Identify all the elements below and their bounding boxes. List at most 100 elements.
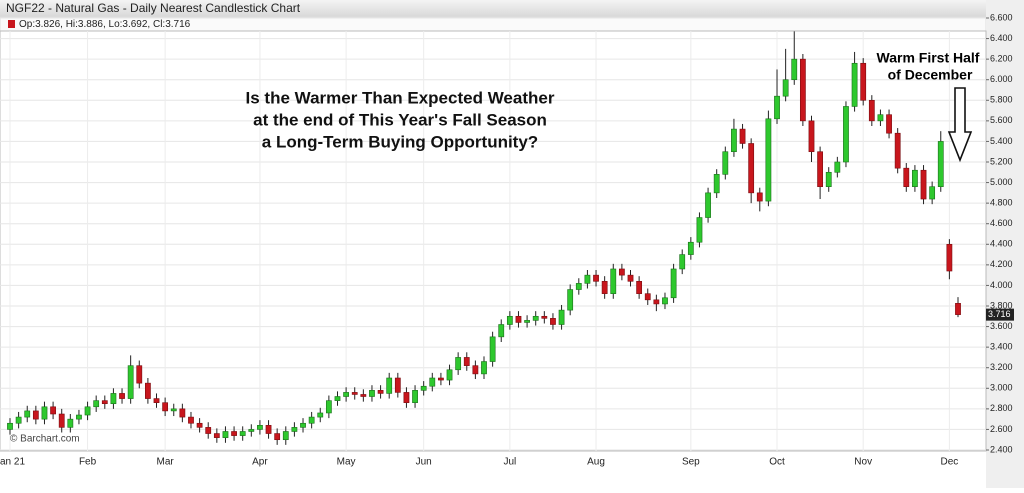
- candle-body: [791, 58, 798, 81]
- legend-swatch: [8, 20, 15, 28]
- y-tick-label: 4.200: [990, 259, 1013, 269]
- y-axis-panel: [986, 0, 1024, 488]
- candle-body: [334, 396, 341, 401]
- x-tick-label: Nov: [854, 457, 872, 468]
- candle-body: [627, 274, 634, 282]
- candle-body: [153, 398, 160, 403]
- candle-body: [50, 406, 56, 415]
- candle-body: [774, 95, 780, 120]
- candle-body: [825, 171, 832, 187]
- annotation-line: Is the Warmer Than Expected Weather: [246, 88, 555, 107]
- candle-body: [222, 431, 229, 438]
- y-tick-label: 3.600: [990, 321, 1013, 331]
- candle-body: [799, 58, 806, 122]
- candle-body: [506, 315, 513, 325]
- source: © Barchart.com: [10, 434, 80, 445]
- candle-body: [903, 167, 910, 187]
- candle-body: [619, 268, 625, 276]
- candle-body: [308, 416, 315, 424]
- candle-body: [15, 416, 22, 424]
- y-tick-label: 5.200: [990, 156, 1013, 166]
- candle-body: [145, 382, 151, 399]
- candle-body: [662, 297, 668, 305]
- candle-body: [894, 132, 901, 169]
- y-tick-label: 5.000: [990, 177, 1013, 187]
- candle-body: [739, 128, 746, 144]
- candle-body: [687, 241, 694, 255]
- candle-body: [317, 412, 324, 418]
- y-tick-label: 4.800: [990, 198, 1013, 208]
- last-price-label: 3.716: [988, 309, 1011, 319]
- candle-body: [567, 289, 574, 311]
- candle-body: [756, 192, 763, 202]
- candle-body: [7, 422, 13, 430]
- legend-text: Op:3.826, Hi:3.886, Lo:3.692, Cl:3.716: [19, 19, 191, 30]
- chart-title: NGF22 - Natural Gas - Daily Nearest Cand…: [6, 1, 301, 15]
- candle-body: [231, 431, 237, 436]
- candle-body: [851, 62, 858, 107]
- y-tick-label: 3.800: [990, 300, 1013, 310]
- candle-body: [653, 299, 660, 305]
- candle-body: [748, 143, 755, 194]
- candle-body: [498, 324, 505, 338]
- candle-body: [722, 151, 729, 175]
- annotation-line: a Long-Term Buying Opportunity?: [262, 132, 538, 151]
- candle-body: [179, 408, 186, 418]
- candle-body: [920, 169, 927, 200]
- candle-body: [860, 62, 867, 101]
- candle-body: [84, 406, 91, 416]
- candle-body: [644, 293, 651, 301]
- candle-body: [584, 274, 591, 284]
- candle-body: [420, 385, 427, 391]
- candle-body: [394, 377, 401, 393]
- candle-body: [524, 320, 530, 323]
- x-tick-label: Mar: [157, 457, 175, 468]
- candle-body: [257, 425, 263, 430]
- candle-body: [196, 422, 203, 428]
- candle-body: [67, 418, 74, 428]
- candle-body: [429, 377, 436, 387]
- y-tick-label: 2.800: [990, 403, 1013, 413]
- candle-body: [136, 365, 143, 384]
- candle-body: [386, 377, 393, 394]
- candle-body: [188, 416, 194, 424]
- candle-body: [679, 254, 686, 270]
- candle-body: [377, 390, 384, 394]
- candle-body: [119, 393, 125, 399]
- y-tick-label: 6.000: [990, 74, 1013, 84]
- candle-body: [101, 400, 108, 405]
- candle-body: [532, 315, 539, 321]
- candle-body: [705, 192, 711, 218]
- candle-body: [463, 357, 470, 366]
- y-tick-label: 6.400: [990, 33, 1013, 43]
- candle-body: [343, 392, 349, 397]
- header-bar: [0, 0, 1024, 17]
- y-tick-label: 3.000: [990, 383, 1013, 393]
- candle-body: [58, 413, 65, 428]
- candle-body: [575, 283, 582, 290]
- candle-body: [489, 336, 496, 362]
- x-tick-label: Apr: [252, 457, 268, 468]
- x-tick-label: Jun: [416, 457, 432, 468]
- annotation-line: of December: [888, 67, 973, 83]
- annotation-line: at the end of This Year's Fall Season: [253, 110, 547, 129]
- candle-body: [886, 114, 892, 134]
- candle-body: [670, 268, 677, 299]
- candle-body: [76, 414, 82, 420]
- candle-body: [438, 377, 444, 381]
- candle-body: [205, 427, 212, 434]
- candle-body: [912, 169, 918, 187]
- candle-body: [782, 79, 789, 97]
- candle-body: [170, 408, 177, 412]
- candle-body: [300, 422, 306, 428]
- candle-body: [946, 243, 953, 272]
- candle-body: [369, 390, 375, 397]
- candle-body: [541, 315, 548, 319]
- x-tick-label: May: [337, 457, 356, 468]
- candle-body: [360, 394, 367, 397]
- candle-body: [515, 315, 522, 323]
- candle-body: [472, 365, 479, 375]
- y-tick-label: 3.200: [990, 362, 1013, 372]
- candle-body: [481, 361, 487, 375]
